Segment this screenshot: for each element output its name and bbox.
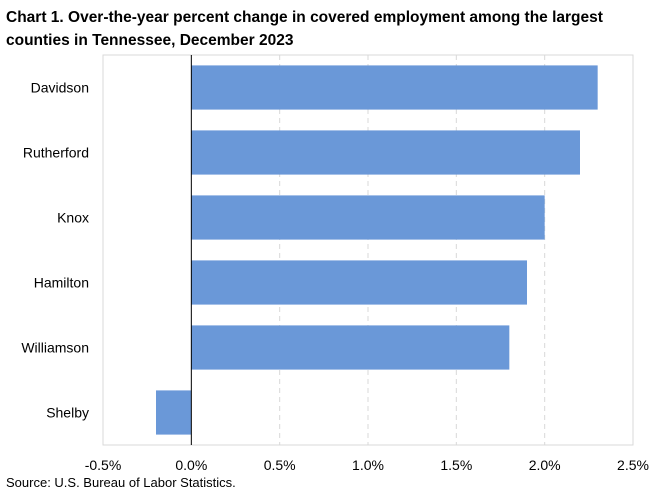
x-tick-label: 1.5% xyxy=(440,457,472,473)
gridlines xyxy=(279,55,546,445)
source-note: Source: U.S. Bureau of Labor Statistics. xyxy=(6,475,236,490)
x-tick-label: 1.0% xyxy=(352,457,384,473)
bar-shelby xyxy=(156,390,192,435)
bar-knox xyxy=(191,195,545,240)
category-labels: Davidson Rutherford Knox Hamilton Williamson… xyxy=(21,80,89,421)
x-tick-label: 0.0% xyxy=(175,457,207,473)
x-tick-label: -0.5% xyxy=(85,457,122,473)
chart-title: Chart 1. Over-the-year percent change in… xyxy=(6,9,603,49)
bar-hamilton xyxy=(191,260,528,305)
x-tick-label: 2.0% xyxy=(529,457,561,473)
category-label: Shelby xyxy=(46,405,89,421)
x-tick-label: 0.5% xyxy=(264,457,296,473)
category-label: Hamilton xyxy=(34,275,89,291)
category-label: Davidson xyxy=(31,80,89,96)
category-label: Knox xyxy=(57,210,89,226)
category-label: Williamson xyxy=(21,340,89,356)
bar-williamson xyxy=(191,325,510,370)
bar-rutherford xyxy=(191,130,581,175)
bars xyxy=(156,65,598,435)
category-label: Rutherford xyxy=(23,145,89,161)
bar-davidson xyxy=(191,65,598,110)
x-tick-label: 2.5% xyxy=(617,457,649,473)
tick-labels: -0.5% 0.0% 0.5% 1.0% 1.5% 2.0% 2.5% xyxy=(85,457,649,473)
